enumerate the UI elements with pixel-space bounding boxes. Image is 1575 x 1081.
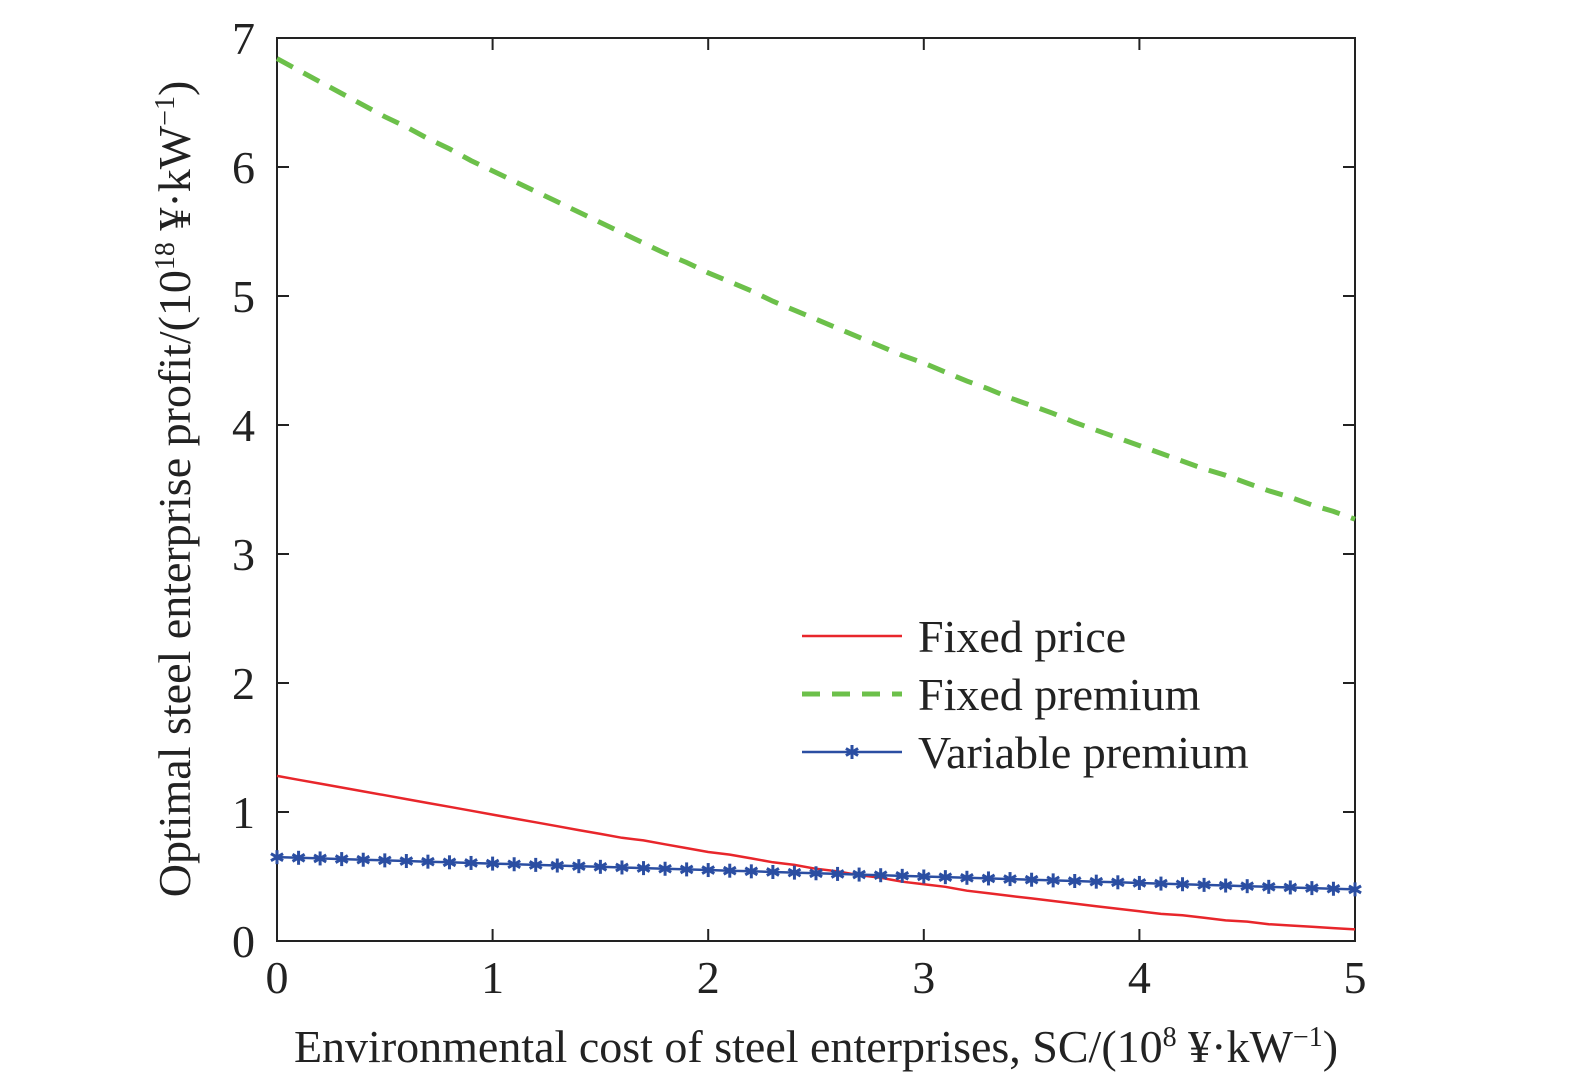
x-tick-label: 5 <box>1344 952 1367 1003</box>
series-point <box>1046 873 1060 888</box>
series-point <box>787 865 802 880</box>
series-point <box>1154 876 1168 891</box>
series-point <box>464 855 478 870</box>
series-variable-premium <box>270 850 1362 897</box>
series-point <box>1218 878 1233 893</box>
legend-label: Variable premium <box>918 727 1249 778</box>
series-point <box>1089 874 1104 889</box>
series-point <box>528 857 543 872</box>
x-axis-label: Environmental cost of steel enterprises,… <box>294 1021 1338 1072</box>
series-point <box>1326 881 1341 896</box>
x-tick-label: 0 <box>266 952 289 1003</box>
legend-item: Fixed premium <box>802 669 1201 720</box>
series-point <box>658 861 672 876</box>
y-tick-label: 3 <box>232 529 255 580</box>
series-point <box>1283 880 1298 895</box>
series-point <box>873 868 888 883</box>
y-tick-label: 6 <box>232 142 255 193</box>
series-line <box>276 774 1356 931</box>
series-point <box>334 852 349 867</box>
series-point <box>1003 872 1017 887</box>
series-point <box>938 870 953 885</box>
series-point <box>1175 877 1190 892</box>
series-point <box>1132 875 1147 890</box>
series-point <box>507 857 521 872</box>
y-tick-label: 5 <box>232 271 255 322</box>
series-point <box>895 868 910 883</box>
series-point <box>1261 879 1276 894</box>
series-fixed-price <box>276 774 1356 931</box>
series-point <box>291 850 306 865</box>
x-tick-label: 2 <box>697 952 720 1003</box>
x-tick-label: 4 <box>1128 952 1151 1003</box>
legend-label: Fixed premium <box>918 669 1201 720</box>
x-tick-label: 3 <box>912 952 935 1003</box>
legend-marker <box>845 745 859 759</box>
y-tick-label: 2 <box>232 658 255 709</box>
x-tick-label: 1 <box>481 952 504 1003</box>
series-layer <box>270 56 1362 931</box>
series-point <box>1024 872 1039 887</box>
y-tick-label: 1 <box>232 787 255 838</box>
series-point <box>636 861 651 876</box>
series-point <box>615 860 629 875</box>
legend-item: Variable premium <box>802 727 1249 778</box>
series-point <box>593 859 608 874</box>
y-tick-label: 0 <box>232 916 255 967</box>
series-point <box>809 866 823 881</box>
series-point <box>679 862 694 877</box>
series-point <box>313 851 327 866</box>
series-point <box>960 870 974 885</box>
series-point <box>744 864 759 879</box>
plot-frame <box>276 37 1356 942</box>
series-point <box>442 855 457 870</box>
y-axis-label: Optimal steel enterprise profit/(1018 ¥·… <box>149 81 200 898</box>
series-point <box>421 854 435 869</box>
series-point <box>356 852 371 867</box>
series-point <box>377 853 392 868</box>
series-point <box>399 854 414 869</box>
series-fixed-premium <box>275 56 1356 522</box>
series-point <box>701 863 716 878</box>
series-line <box>275 56 1356 522</box>
series-point <box>1067 874 1082 889</box>
series-point <box>722 863 737 878</box>
series-point <box>1111 875 1125 890</box>
series-point <box>916 869 931 884</box>
y-tick-label: 4 <box>232 400 255 451</box>
series-point <box>1348 882 1362 897</box>
legend-label: Fixed price <box>918 611 1126 662</box>
series-point <box>766 864 780 879</box>
series-point <box>852 867 866 882</box>
series-point <box>485 856 500 871</box>
legend: Fixed price Fixed premium Variable premium <box>802 611 1249 778</box>
tick-labels: 0 1 2 3 4 5 0 1 2 3 4 5 6 7 <box>232 13 1367 1003</box>
series-point <box>1305 881 1319 896</box>
legend-item: Fixed price <box>802 611 1126 662</box>
series-point <box>1240 879 1255 894</box>
axis-ticks <box>276 37 1356 942</box>
series-point <box>1197 877 1211 892</box>
series-point <box>981 871 996 886</box>
series-point <box>830 866 845 881</box>
series-point <box>572 859 586 874</box>
series-point <box>550 858 565 873</box>
y-tick-label: 7 <box>232 13 255 64</box>
series-point <box>270 850 284 865</box>
